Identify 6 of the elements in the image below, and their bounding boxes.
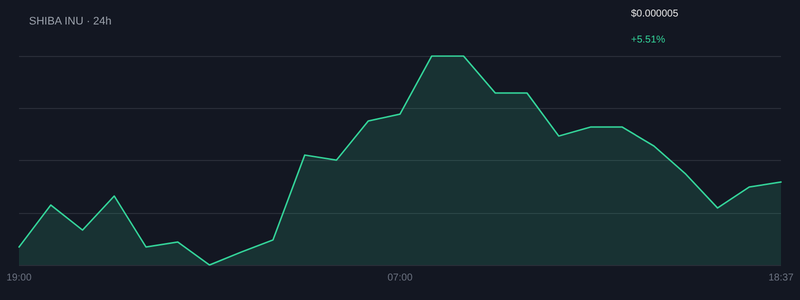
x-tick-label: 18:37 <box>768 272 794 284</box>
chart-title: SHIBA INU · 24h <box>29 16 112 28</box>
text: $0.000005 <box>631 8 679 20</box>
x-tick-label: 19:00 <box>6 272 32 284</box>
x-tick-label: 07:00 <box>387 272 413 284</box>
text: +5.51% <box>631 34 666 46</box>
